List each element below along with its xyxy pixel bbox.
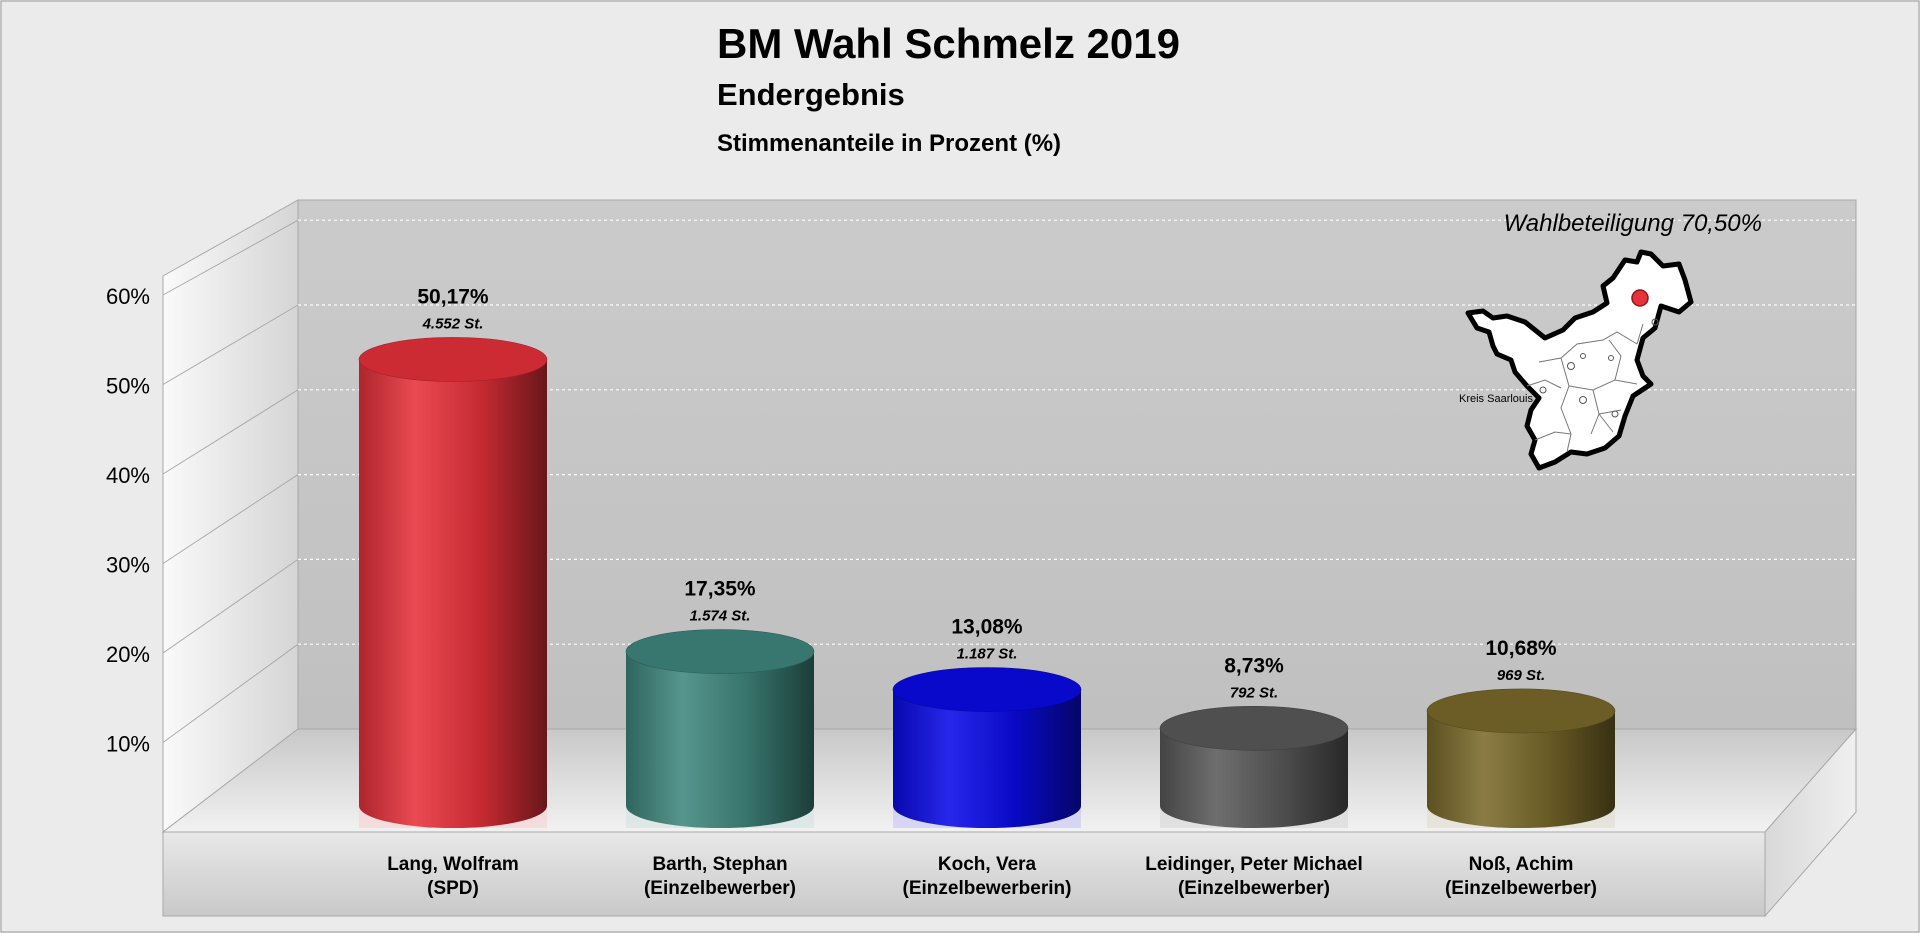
value-label: 10,68% <box>1485 637 1557 660</box>
gridline-side <box>162 474 299 564</box>
votes-label: 1.574 St. <box>690 608 751 625</box>
gridline-side <box>162 558 299 654</box>
bar-body <box>626 651 814 828</box>
y-tick-label: 10% <box>106 732 150 757</box>
value-label: 8,73% <box>1224 654 1284 677</box>
bar-top <box>1159 706 1349 751</box>
value-label: 13,08% <box>951 616 1023 639</box>
chart-title: BM Wahl Schmelz 2019 <box>717 20 1180 67</box>
x-tick-label: (Einzelbewerber) <box>644 878 796 899</box>
x-tick-label: (SPD) <box>427 878 479 899</box>
x-tick-label: Lang, Wolfram <box>387 854 519 875</box>
y-tick-label: 60% <box>106 284 150 309</box>
bar-body <box>1427 710 1615 828</box>
y-tick-label: 20% <box>106 642 150 667</box>
bar-top <box>358 337 548 382</box>
gridline-side <box>162 389 299 475</box>
y-tick-label: 50% <box>106 374 150 399</box>
back-wall <box>297 199 1857 730</box>
y-tick-label: 40% <box>106 463 150 488</box>
floor-right-side <box>1764 727 1857 918</box>
turnout-annotation: Wahlbeteiligung 70,50% <box>1504 210 1762 237</box>
data-labels: 50,17% 4.552 St. 17,35% 1.574 St. 13,08% 1.18… <box>417 285 1557 701</box>
x-tick-label: Koch, Vera <box>938 854 1037 875</box>
value-label: 50,17% <box>417 285 489 308</box>
x-axis: Lang, Wolfram (SPD) Barth, Stephan (Einzelb… <box>387 854 1597 899</box>
votes-label: 792 St. <box>1230 684 1278 701</box>
x-tick-label: Noß, Achim <box>1469 854 1574 875</box>
bar-body <box>1160 728 1348 828</box>
x-tick-label: (Einzelbewerber) <box>1178 878 1330 899</box>
district-map-icon: Kreis Saarlouis <box>1459 249 1694 471</box>
y-tick-label: 30% <box>106 553 150 578</box>
x-tick-label: Barth, Stephan <box>652 854 787 875</box>
bar-top <box>625 629 815 674</box>
x-tick-label: (Einzelbewerber) <box>1445 878 1597 899</box>
x-tick-label: Leidinger, Peter Michael <box>1145 854 1363 875</box>
y-axis: 10% 20% 30% 40% 50% 60% <box>106 284 150 757</box>
map-label: Kreis Saarlouis <box>1459 393 1533 405</box>
votes-label: 969 St. <box>1497 667 1545 684</box>
value-label: 17,35% <box>684 578 756 601</box>
votes-label: 4.552 St. <box>422 315 484 332</box>
bar-body <box>359 359 547 828</box>
chart-ylabel: Stimmenanteile in Prozent (%) <box>717 130 1061 157</box>
bar-top <box>892 667 1082 712</box>
location-marker-icon <box>1631 289 1649 307</box>
floor-front <box>162 831 1766 917</box>
bar-body <box>893 689 1081 828</box>
gridline-side <box>162 304 299 385</box>
bars <box>358 337 1616 828</box>
chart-subtitle: Endergebnis <box>717 77 905 112</box>
votes-label: 1.187 St. <box>957 646 1018 663</box>
gridline-side <box>162 219 299 296</box>
bar-top <box>1426 688 1616 734</box>
left-wall <box>162 199 299 834</box>
gridline-side <box>162 643 299 743</box>
x-tick-label: (Einzelbewerberin) <box>903 878 1072 899</box>
